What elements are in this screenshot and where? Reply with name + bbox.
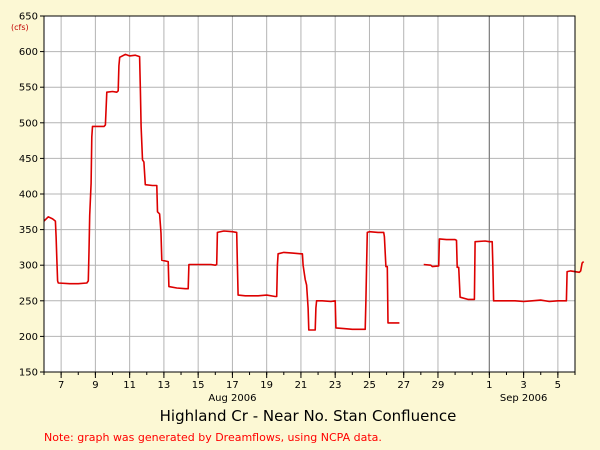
y-tick-label: 300 — [19, 261, 38, 272]
x-tick-label: 25 — [363, 380, 376, 391]
x-tick-label: 23 — [329, 380, 342, 391]
x-tick-label: 29 — [432, 380, 445, 391]
x-tick-label: 15 — [192, 380, 205, 391]
y-tick-label: 250 — [19, 296, 38, 307]
x-tick-label: 27 — [397, 380, 410, 391]
x-tick-label: 11 — [123, 380, 136, 391]
flow-series-line — [43, 53, 400, 331]
x-tick-label: 21 — [295, 380, 308, 391]
y-tick-label: 450 — [19, 154, 38, 165]
y-tick-label: 500 — [19, 118, 38, 129]
x-tick-label: 7 — [58, 380, 64, 391]
x-month-label: Aug 2006 — [208, 393, 256, 404]
data-source-note: Note: graph was generated by Dreamflows,… — [44, 431, 382, 444]
y-tick-label: 550 — [19, 83, 38, 94]
y-axis-unit-label: (cfs) — [11, 23, 29, 32]
y-tick-label: 400 — [19, 190, 38, 201]
x-tick-label: 3 — [520, 380, 526, 391]
x-month-label: Sep 2006 — [500, 393, 547, 404]
x-tick-label: 13 — [158, 380, 171, 391]
series-layer — [43, 53, 585, 331]
chart-title: Highland Cr - Near No. Stan Confluence — [160, 407, 457, 425]
y-axis: 150 200 250 300 350 400 450 500 550 600 650 — [19, 12, 44, 379]
flow-series-line — [423, 238, 585, 303]
y-tick-label: 650 — [19, 12, 38, 23]
plot-border — [43, 15, 576, 373]
grid-layer — [44, 16, 575, 372]
y-tick-label: 200 — [19, 332, 38, 343]
x-tick-label: 17 — [226, 380, 239, 391]
x-tick-label: 5 — [555, 380, 561, 391]
x-tick-label: 19 — [260, 380, 273, 391]
y-tick-label: 150 — [19, 368, 38, 379]
x-tick-label: 9 — [92, 380, 98, 391]
y-tick-label: 350 — [19, 225, 38, 236]
x-tick-label: 1 — [486, 380, 492, 391]
y-tick-label: 600 — [19, 47, 38, 58]
